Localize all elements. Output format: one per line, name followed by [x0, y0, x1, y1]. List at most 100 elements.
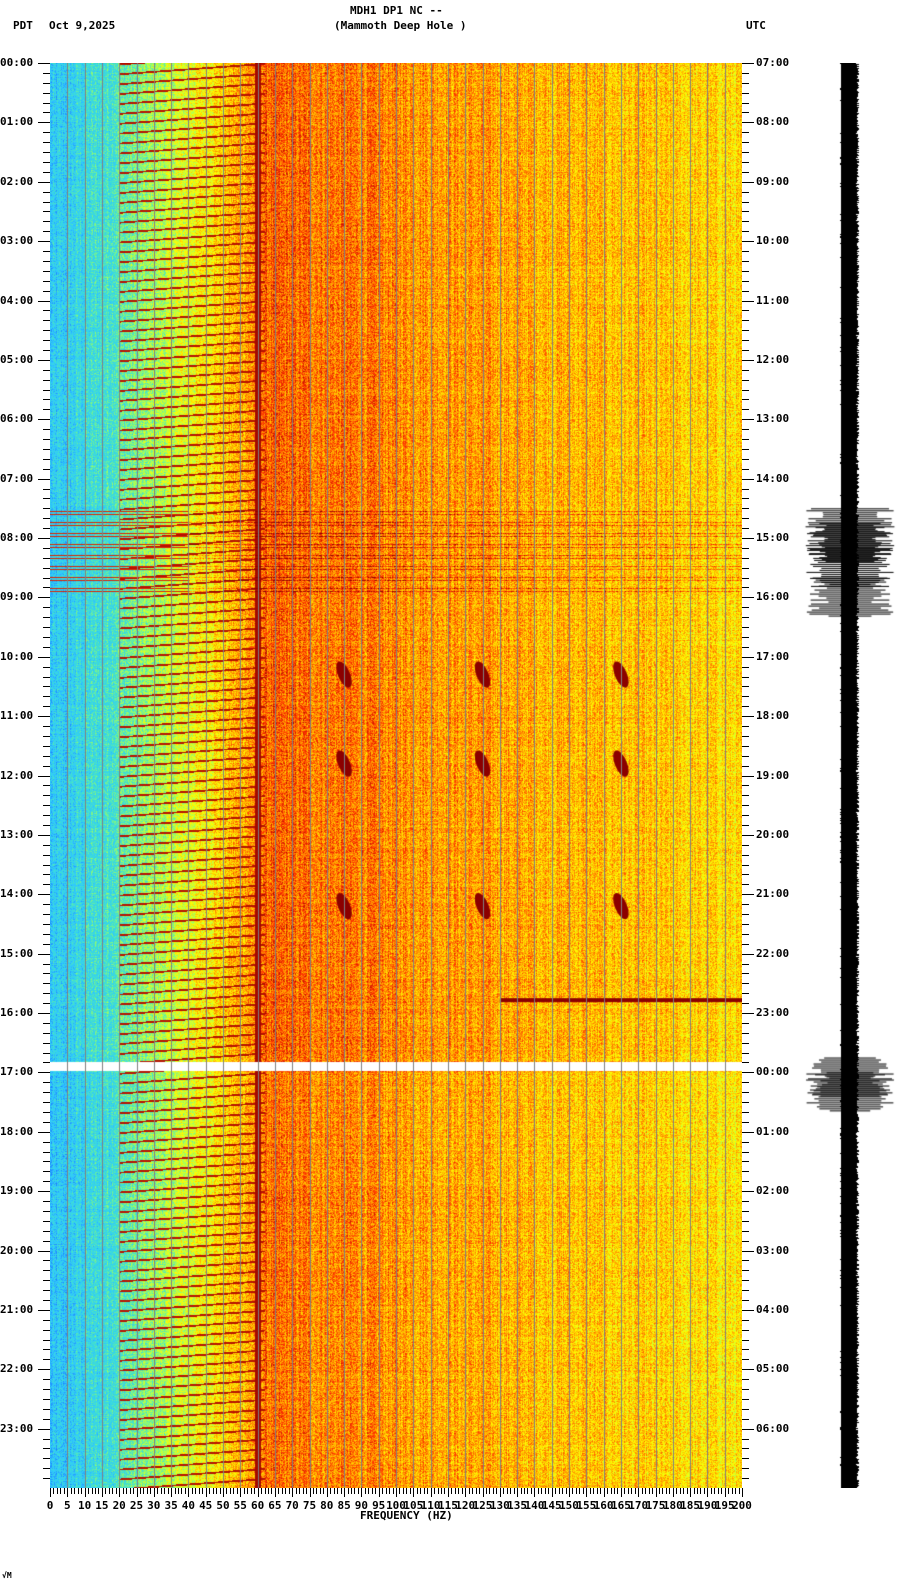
frequency-tick [596, 1488, 598, 1494]
utc-time-label: 23:00 [756, 1006, 790, 1019]
right-time-axis: 07:00 08:00 09:00 10:00 11:00 12:00 13:00 14:00… [742, 0, 822, 1584]
frequency-tick [129, 1488, 131, 1494]
frequency-tick-label: 35 [164, 1499, 178, 1512]
frequency-tick [409, 1488, 411, 1494]
minor-tick [43, 1092, 50, 1094]
minor-tick [742, 923, 749, 925]
minor-tick [43, 1329, 50, 1331]
minor-tick [742, 518, 749, 520]
minor-tick [742, 112, 749, 114]
frequency-tick [468, 1488, 470, 1494]
minor-tick [43, 389, 50, 391]
utc-time-label: 21:00 [756, 887, 790, 901]
minor-tick [742, 963, 749, 965]
frequency-tick [558, 1488, 560, 1494]
minor-tick [742, 805, 749, 807]
frequency-tick [184, 1488, 186, 1494]
frequency-tick [485, 1488, 487, 1494]
minor-tick [43, 735, 50, 737]
minor-tick [43, 607, 50, 609]
utc-time-label: 00:00 [756, 1065, 790, 1079]
major-tick [742, 122, 754, 124]
minor-tick [742, 1240, 749, 1242]
major-tick [742, 597, 754, 599]
frequency-tick [312, 1488, 314, 1494]
frequency-tick [603, 1488, 605, 1497]
frequency-tick [510, 1488, 512, 1494]
minor-tick [742, 280, 749, 282]
frequency-tick-label: 110 [420, 1499, 441, 1512]
frequency-tick-label: 170 [628, 1499, 649, 1512]
utc-time-label: 22:00 [756, 946, 790, 960]
minor-tick [43, 726, 50, 728]
minor-tick [742, 1082, 749, 1084]
frequency-tick [333, 1488, 335, 1494]
minor-tick [742, 1201, 749, 1203]
minor-tick [43, 82, 50, 84]
frequency-tick [198, 1488, 200, 1494]
minor-tick [742, 795, 749, 797]
frequency-tick [153, 1488, 155, 1497]
frequency-tick [344, 1488, 346, 1497]
major-tick [742, 478, 754, 480]
minor-tick [43, 429, 50, 431]
major-tick [38, 241, 50, 243]
minor-tick [43, 824, 50, 826]
frequency-tick [316, 1488, 318, 1494]
frequency-tick [126, 1488, 128, 1494]
major-tick [742, 953, 754, 955]
minor-tick [43, 1181, 50, 1183]
pdt-time-label: 16:00 [0, 1006, 34, 1019]
frequency-tick [88, 1488, 90, 1494]
minor-tick [43, 231, 50, 233]
major-tick [38, 63, 50, 64]
pdt-time-label: 15:00 [0, 946, 34, 960]
frequency-tick [461, 1488, 463, 1494]
minor-tick [742, 815, 749, 817]
frequency-tick-label: 125 [472, 1499, 493, 1512]
frequency-tick [416, 1488, 418, 1494]
minor-tick [43, 1201, 50, 1203]
major-tick [38, 478, 50, 480]
minor-tick [43, 518, 50, 520]
frequency-tick [610, 1488, 612, 1494]
minor-tick [43, 686, 50, 688]
frequency-tick [731, 1488, 733, 1494]
minor-tick [43, 1003, 50, 1005]
frequency-tick-label: 90 [354, 1499, 369, 1512]
major-tick [742, 63, 754, 64]
minor-tick [43, 1042, 50, 1044]
minor-tick [742, 666, 749, 668]
minor-tick [43, 1220, 50, 1222]
minor-tick [43, 448, 50, 450]
minor-tick [742, 330, 749, 332]
frequency-tick [586, 1488, 588, 1497]
major-tick [38, 419, 50, 421]
minor-tick [742, 260, 749, 262]
utc-time-label: 18:00 [756, 709, 790, 723]
minor-tick [43, 993, 50, 995]
minor-tick [43, 92, 50, 94]
minor-tick [742, 765, 749, 767]
major-tick [742, 1191, 754, 1193]
minor-tick [43, 904, 50, 906]
frequency-axis: 0 5 10 15 20 25 30 35 40 45 50 55 60 65 70 75 80 85 90 95 10… [47, 1488, 752, 1518]
minor-tick [742, 221, 749, 223]
frequency-tick [50, 1488, 51, 1497]
pdt-time-label: 19:00 [0, 1184, 34, 1198]
minor-tick [742, 1319, 749, 1321]
minor-tick [742, 1181, 749, 1183]
frequency-tick [399, 1488, 401, 1494]
minor-tick [742, 1121, 749, 1123]
frequency-tick-label: 20 [112, 1499, 126, 1512]
minor-tick [742, 824, 749, 826]
minor-tick [742, 1260, 749, 1262]
minor-tick [742, 1398, 749, 1400]
minor-tick [742, 587, 749, 589]
major-tick [742, 359, 754, 361]
frequency-tick [181, 1488, 183, 1494]
seismogram-canvas [800, 63, 902, 1488]
minor-tick [742, 448, 749, 450]
minor-tick [742, 1022, 749, 1024]
frequency-tick [703, 1488, 705, 1494]
